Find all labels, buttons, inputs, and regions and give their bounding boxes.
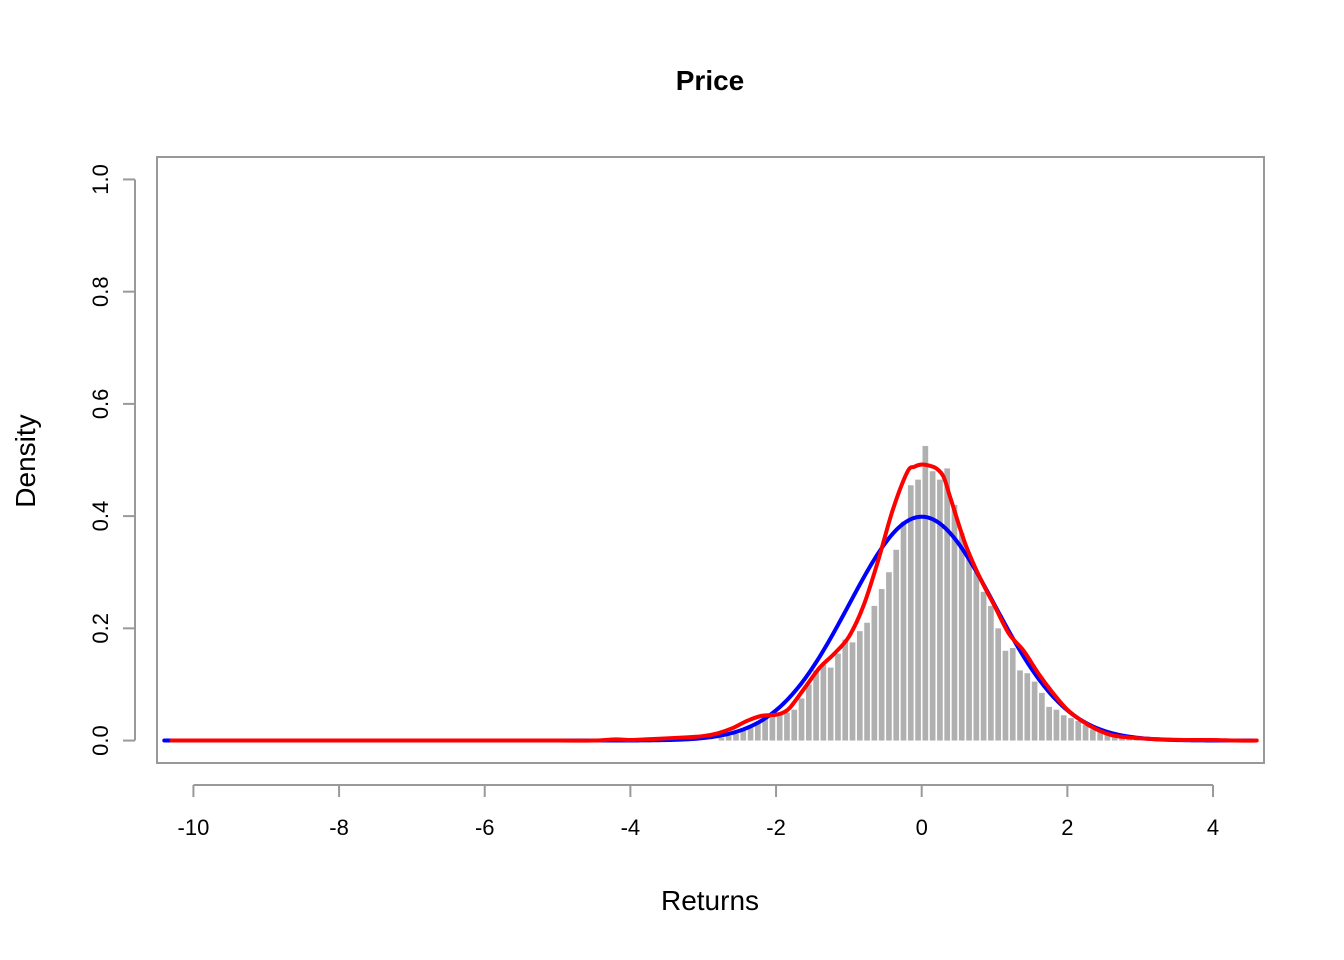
kernel-density-line — [169, 462, 1259, 743]
plot-frame — [156, 156, 1265, 764]
histogram-bar — [1031, 681, 1038, 741]
histogram-bar — [842, 639, 849, 741]
x-axis: -10 -8 -6 -4 -2 0 2 4 — [178, 784, 1219, 840]
chart-title: Price — [676, 65, 745, 96]
histogram-bar — [718, 737, 725, 741]
histogram-bar — [922, 445, 929, 741]
histogram-bar — [1075, 720, 1082, 741]
histogram-bar — [747, 727, 754, 741]
y-axis-label: Density — [10, 414, 41, 507]
y-tick-label: 0.8 — [88, 276, 113, 307]
histogram-bar — [958, 532, 965, 741]
y-tick-label: 0.0 — [88, 725, 113, 756]
histogram-bar — [1090, 729, 1096, 741]
histogram-bar — [755, 722, 761, 741]
histogram-bar — [937, 479, 943, 741]
histogram-bar — [762, 718, 768, 741]
x-tick-label: -8 — [329, 815, 349, 840]
x-tick-label: -10 — [178, 815, 210, 840]
x-tick-label: -4 — [621, 815, 641, 840]
histogram-bar — [827, 667, 834, 741]
histogram-bar — [915, 479, 921, 741]
histogram-bar — [813, 670, 819, 741]
histogram-bar — [1053, 709, 1060, 741]
density-curves — [162, 462, 1259, 743]
histogram-bar — [944, 468, 951, 741]
histogram-bar — [980, 591, 987, 741]
histogram-bar — [1002, 650, 1009, 741]
x-tick-label: 2 — [1061, 815, 1073, 840]
y-tick-label: 1.0 — [88, 164, 113, 195]
histogram-bar — [1082, 724, 1089, 741]
histogram-bar — [769, 715, 776, 741]
y-tick-label: 0.2 — [88, 613, 113, 644]
histogram-bar — [886, 572, 892, 741]
histogram-bar — [798, 698, 805, 741]
x-tick-label: -2 — [766, 815, 786, 840]
histogram-bar — [849, 642, 856, 741]
histogram-bar — [900, 521, 907, 741]
histogram-bar — [856, 631, 863, 741]
x-tick-label: 4 — [1207, 815, 1219, 840]
histogram-bar — [1024, 673, 1031, 741]
histogram-bar — [1097, 732, 1103, 741]
histogram-bar — [733, 733, 739, 741]
histogram-bar — [791, 709, 798, 741]
histogram-bar — [1009, 647, 1016, 741]
histogram-bar — [1017, 670, 1023, 741]
histogram-bar — [864, 622, 870, 741]
histogram-bar — [893, 549, 900, 741]
histogram-bar — [1046, 706, 1052, 741]
histogram-bar — [776, 713, 783, 741]
histogram-bar — [835, 653, 841, 741]
histogram-bar — [740, 730, 747, 741]
y-axis: 0.0 0.2 0.4 0.6 0.8 1.0 — [88, 164, 136, 756]
histogram-bars — [718, 445, 1140, 741]
x-axis-label: Returns — [661, 885, 759, 916]
histogram-bar — [1104, 733, 1111, 741]
histogram-bar — [725, 736, 732, 741]
histogram-bar — [995, 628, 1002, 741]
histogram-bar — [951, 504, 958, 741]
normal-density-line — [162, 514, 1256, 743]
histogram-bar — [805, 684, 812, 741]
histogram-bar — [871, 605, 878, 741]
histogram-bar — [1060, 715, 1067, 741]
histogram-bar — [1068, 718, 1074, 741]
histogram-bar — [878, 589, 885, 741]
x-tick-label: 0 — [916, 815, 928, 840]
histogram-bar — [988, 605, 994, 741]
histogram-bar — [1119, 737, 1125, 741]
y-tick-label: 0.4 — [88, 501, 113, 532]
histogram-bar — [820, 664, 827, 741]
histogram-bar — [907, 485, 914, 741]
y-tick-label: 0.6 — [88, 389, 113, 420]
x-tick-label: -6 — [475, 815, 495, 840]
histogram-bar — [929, 471, 936, 741]
histogram-bar — [1039, 692, 1045, 741]
histogram-bar — [784, 712, 790, 741]
histogram-bar — [966, 555, 972, 741]
histogram-bar — [973, 572, 980, 741]
